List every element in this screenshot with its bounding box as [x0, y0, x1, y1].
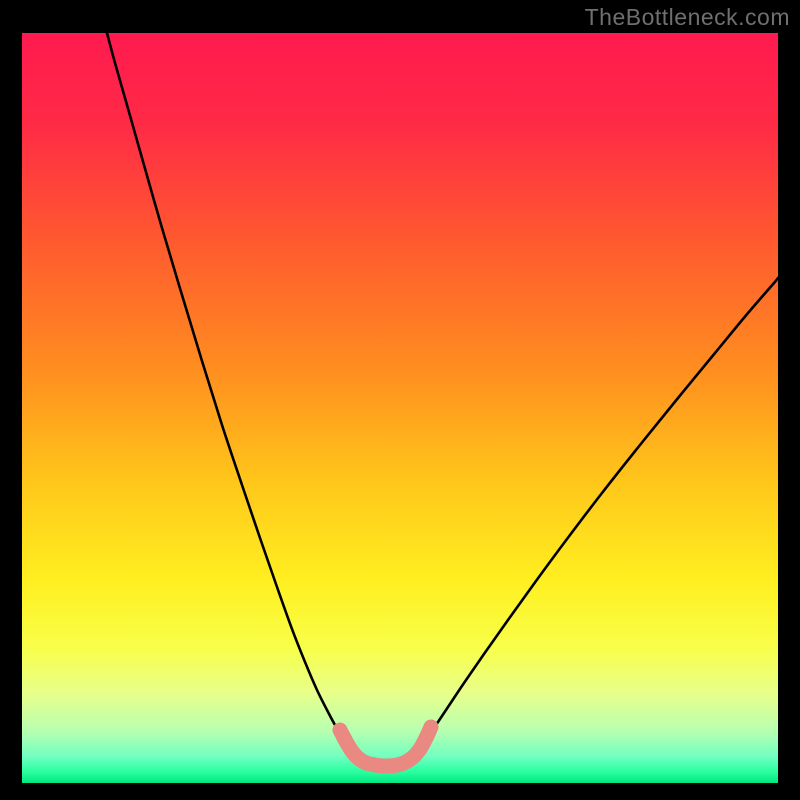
- watermark-text: TheBottleneck.com: [585, 4, 790, 31]
- chart-stage: TheBottleneck.com: [0, 0, 800, 800]
- gradient-fill: [22, 33, 778, 783]
